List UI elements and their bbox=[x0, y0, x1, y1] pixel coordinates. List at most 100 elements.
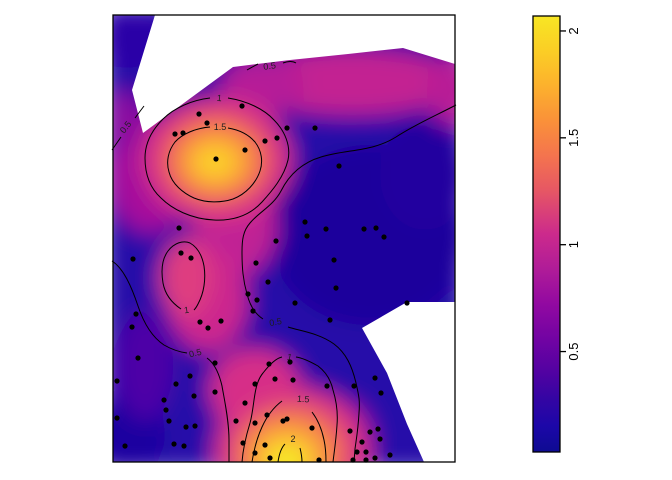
contour-level-label: 1.5 bbox=[297, 394, 310, 405]
data-point bbox=[242, 147, 248, 153]
colorbar-ticks: 0.5 1 1.5 2 bbox=[560, 27, 581, 361]
data-point bbox=[129, 324, 135, 330]
data-point bbox=[218, 318, 224, 324]
data-point bbox=[254, 297, 260, 303]
data-point bbox=[122, 443, 128, 449]
data-point bbox=[378, 390, 384, 396]
data-point bbox=[212, 360, 218, 366]
data-point bbox=[363, 457, 369, 463]
data-point bbox=[290, 377, 296, 383]
data-point bbox=[172, 131, 178, 137]
data-point bbox=[213, 156, 219, 162]
data-point bbox=[173, 381, 179, 387]
data-point bbox=[312, 125, 318, 131]
data-point bbox=[205, 325, 211, 331]
data-point bbox=[242, 400, 248, 406]
data-point bbox=[264, 412, 270, 418]
data-point bbox=[176, 225, 182, 231]
density-surface bbox=[113, 15, 455, 462]
plot-frame bbox=[112, 14, 456, 463]
contour-level-label: 1.5 bbox=[214, 122, 227, 132]
contour-level-label: 0.5 bbox=[188, 347, 203, 360]
data-point bbox=[287, 359, 293, 365]
data-point bbox=[114, 415, 120, 421]
data-point bbox=[245, 291, 251, 297]
data-point bbox=[187, 373, 193, 379]
data-point bbox=[197, 319, 203, 325]
data-point bbox=[266, 361, 272, 367]
data-point bbox=[274, 135, 280, 141]
data-point bbox=[316, 457, 322, 463]
contour-level-label: 1 bbox=[183, 305, 189, 316]
data-point bbox=[324, 383, 330, 389]
data-point bbox=[280, 418, 286, 424]
data-point bbox=[161, 397, 167, 403]
contour-1.5-upper-loop bbox=[167, 126, 263, 203]
data-point bbox=[204, 120, 210, 126]
data-point bbox=[333, 285, 339, 291]
data-point bbox=[336, 163, 342, 169]
data-points bbox=[114, 103, 410, 463]
data-point bbox=[130, 256, 136, 262]
data-point bbox=[240, 440, 246, 446]
data-point bbox=[273, 238, 279, 244]
data-point bbox=[262, 138, 268, 144]
data-point bbox=[292, 300, 298, 306]
data-point bbox=[331, 257, 337, 263]
contour-level-label: 1 bbox=[286, 352, 293, 363]
contour-level-label: 0.5 bbox=[268, 316, 282, 328]
data-point bbox=[171, 441, 177, 447]
contour-1-middle-loop bbox=[161, 241, 206, 311]
data-point bbox=[114, 378, 120, 384]
data-point bbox=[354, 449, 360, 455]
data-point bbox=[135, 355, 141, 361]
data-point bbox=[192, 423, 198, 429]
data-point bbox=[252, 450, 258, 456]
data-point bbox=[351, 383, 357, 389]
contour-level-label: 2 bbox=[290, 434, 295, 444]
data-point bbox=[323, 226, 329, 232]
data-point bbox=[253, 260, 259, 266]
contour-0.5-right bbox=[241, 104, 457, 320]
data-point bbox=[375, 426, 381, 432]
colorbar-gradient bbox=[533, 16, 560, 452]
data-point bbox=[133, 311, 139, 317]
data-point bbox=[196, 111, 202, 117]
data-point bbox=[284, 125, 290, 131]
data-point bbox=[387, 452, 393, 458]
data-point bbox=[191, 393, 197, 399]
data-point bbox=[377, 436, 383, 442]
contour-lines bbox=[111, 61, 457, 463]
data-point bbox=[350, 457, 356, 463]
contour-2-lower bbox=[277, 443, 303, 463]
data-point bbox=[252, 381, 258, 387]
data-point bbox=[284, 416, 290, 422]
data-point bbox=[252, 420, 258, 426]
data-point bbox=[163, 407, 169, 413]
data-point bbox=[367, 429, 373, 435]
data-point bbox=[359, 439, 365, 445]
data-point bbox=[188, 255, 194, 261]
contour-0.5-right-lower bbox=[287, 326, 360, 463]
data-point bbox=[178, 250, 184, 256]
data-point bbox=[180, 130, 186, 136]
data-point bbox=[183, 424, 189, 430]
data-point bbox=[166, 418, 172, 424]
data-point bbox=[372, 375, 378, 381]
data-point bbox=[212, 389, 218, 395]
data-point bbox=[250, 308, 256, 314]
data-point bbox=[309, 425, 315, 431]
data-point bbox=[239, 103, 245, 109]
colorbar: 0.5 1 1.5 2 bbox=[532, 15, 581, 453]
contour-level-label: 0.5 bbox=[263, 60, 277, 72]
colorbar-tick-label: 1 bbox=[566, 241, 581, 248]
data-point bbox=[267, 455, 273, 461]
contour-labels: 0.511.50.510.50.5 11.52 bbox=[118, 60, 310, 444]
data-point bbox=[363, 449, 369, 455]
data-point bbox=[302, 219, 308, 225]
data-point bbox=[265, 279, 271, 285]
data-point bbox=[233, 418, 239, 424]
data-point bbox=[404, 300, 410, 306]
